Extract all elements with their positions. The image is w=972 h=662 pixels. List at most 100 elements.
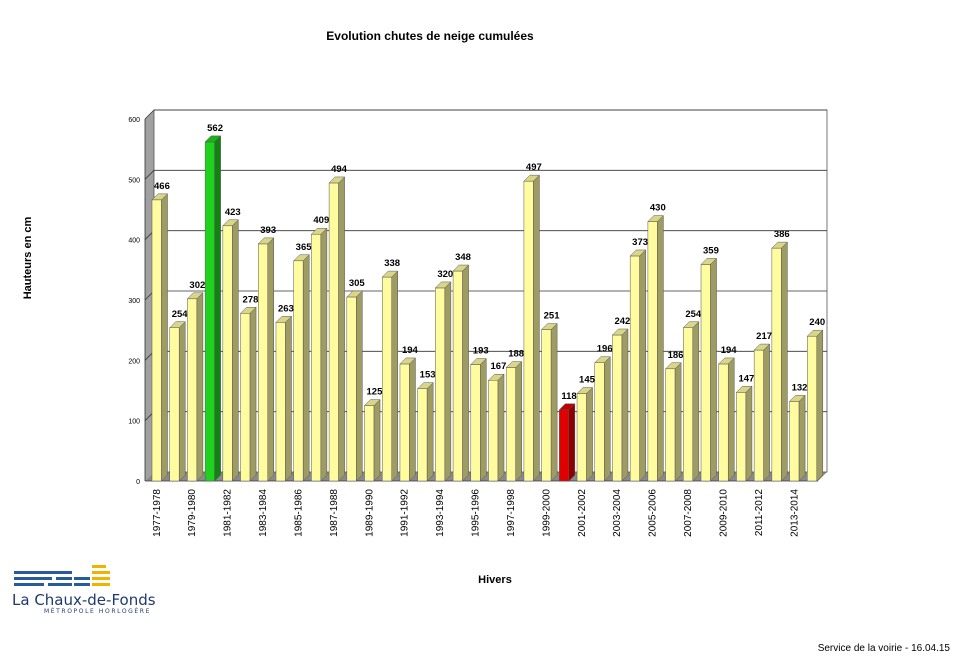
bar-value-label: 263 — [278, 303, 294, 314]
x-tick-label: 1983-1984 — [258, 489, 269, 537]
bar-side — [232, 219, 239, 482]
bar-front — [452, 270, 463, 482]
bar-value-label: 254 — [172, 309, 189, 320]
bar-value-label: 118 — [561, 391, 576, 402]
bar-front — [417, 388, 428, 482]
x-tick-label: 1985-1986 — [293, 489, 304, 537]
bar — [505, 360, 523, 482]
bar-front — [718, 363, 729, 482]
bar-value-label: 132 — [792, 382, 808, 393]
bar-top — [470, 358, 487, 365]
bar — [594, 356, 611, 482]
x-tick-label: 1989-1990 — [364, 489, 375, 537]
x-tick-label: 1979-1980 — [187, 489, 198, 537]
x-tick-label: 2013-2014 — [789, 489, 800, 537]
bar-value-label: 193 — [473, 346, 489, 357]
x-tick-label: 1993-1994 — [435, 489, 446, 537]
bar-top — [788, 395, 806, 402]
y-tick-label: 500 — [128, 177, 140, 184]
x-tick-label: 1981-1982 — [223, 489, 234, 537]
x-tick-label: 1997-1998 — [506, 489, 517, 537]
y-tick-label: 600 — [128, 117, 140, 124]
bar-side — [710, 257, 717, 482]
bar-side — [196, 292, 204, 482]
bar — [718, 357, 735, 482]
bar-top — [310, 227, 328, 235]
bar-top — [151, 193, 169, 201]
bar-value-label: 359 — [703, 245, 719, 256]
bar-side — [763, 343, 770, 482]
bar-front — [381, 276, 392, 482]
bar-front — [204, 141, 215, 482]
bar-side — [727, 357, 735, 482]
bar — [487, 373, 505, 482]
x-axis-label: Hivers — [478, 574, 512, 586]
bar — [381, 270, 399, 482]
bar — [647, 214, 664, 482]
bar-top — [771, 241, 788, 249]
bar-value-label: 466 — [154, 181, 170, 192]
logo-name: La Chaux-de-Fonds — [12, 591, 156, 609]
bar-value-label: 251 — [544, 311, 561, 322]
bar-front — [559, 409, 570, 482]
bar-side — [515, 360, 522, 482]
bar — [293, 254, 310, 482]
bar-top — [541, 323, 558, 330]
bar-top — [363, 399, 381, 406]
bar — [629, 249, 647, 482]
bar-value-label: 423 — [225, 207, 241, 218]
bar-front — [222, 225, 233, 482]
bar — [611, 328, 629, 482]
bar-top — [257, 237, 275, 245]
bar-value-label: 386 — [774, 229, 790, 240]
bar — [735, 385, 753, 482]
bar-side — [444, 281, 452, 482]
bar-front — [700, 264, 711, 482]
bar-value-label: 305 — [349, 278, 366, 289]
bar-side — [781, 241, 788, 482]
bar-side — [480, 357, 487, 482]
bar-front — [753, 349, 764, 482]
x-tick-label: 2011-2012 — [754, 489, 765, 537]
bar-top — [328, 176, 346, 184]
bar — [434, 281, 452, 482]
bar-top — [665, 362, 682, 370]
bar-front — [293, 260, 304, 482]
bar — [470, 357, 487, 482]
bar-value-label: 430 — [650, 203, 666, 214]
bar-side — [161, 193, 168, 482]
bar-value-label: 254 — [685, 309, 702, 320]
bar-front — [311, 233, 322, 482]
bar-top — [576, 387, 594, 394]
bar-side — [356, 290, 363, 482]
bar-value-label: 153 — [420, 370, 436, 381]
bar-value-label: 302 — [189, 280, 205, 291]
bar-top — [523, 174, 541, 182]
bar-front — [665, 368, 676, 482]
y-tick-label: 0 — [136, 479, 140, 486]
bar-side — [391, 270, 398, 482]
bar-top — [204, 135, 222, 143]
bar-front — [364, 405, 375, 482]
bar — [523, 174, 541, 482]
bar — [806, 329, 824, 482]
chart-title: Evolution chutes de neige cumulées — [326, 29, 534, 43]
bar-value-label: 320 — [437, 269, 453, 280]
bar-front — [807, 335, 818, 482]
bar-value-label: 373 — [632, 237, 648, 248]
bar-top — [647, 215, 664, 222]
bar-value-label: 497 — [526, 162, 542, 173]
bar-front — [629, 255, 640, 482]
bar-value-label: 494 — [331, 164, 348, 175]
bar — [771, 241, 788, 482]
bar-value-label: 188 — [508, 349, 524, 360]
bar-side — [320, 227, 328, 482]
bar-front — [470, 364, 481, 482]
bar-top — [594, 356, 611, 363]
y-tick-label: 100 — [128, 419, 140, 426]
bar-top — [505, 361, 523, 368]
bar — [328, 176, 346, 482]
bar-top — [558, 403, 576, 411]
bar-top — [275, 316, 293, 323]
